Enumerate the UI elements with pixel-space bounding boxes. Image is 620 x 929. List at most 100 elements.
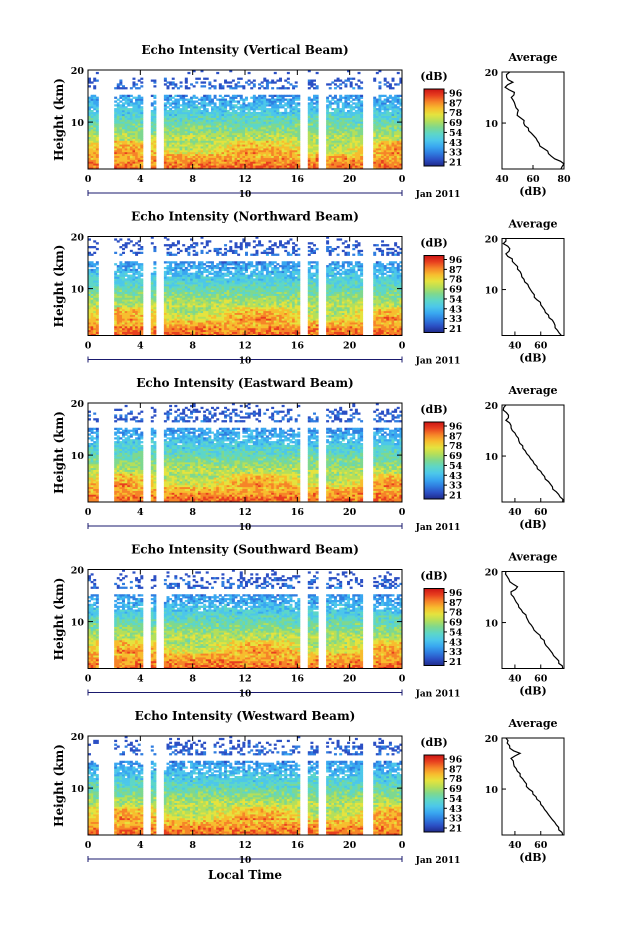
colorbar-tick-label: 21 [449, 491, 462, 502]
average-frame [501, 404, 565, 503]
x-axis-label: Local Time [208, 868, 282, 882]
avg-x-tick-label: 60 [534, 840, 548, 851]
x-tick-label: 8 [189, 174, 196, 185]
x-tick-label: 16 [291, 674, 305, 685]
x-tick-label: 16 [291, 840, 305, 851]
x-tick-label: 4 [137, 174, 144, 185]
average-profile-line [502, 404, 564, 503]
avg-x-tick-label: 60 [534, 507, 548, 518]
avg-x-tick-label: 40 [508, 507, 522, 518]
colorbar-tick-label: 54 [449, 128, 463, 139]
colorbar [423, 255, 445, 333]
colorbar-unit: (dB) [420, 403, 447, 416]
x-tick-label: 0 [85, 507, 92, 518]
x-tick-label: 16 [291, 341, 305, 352]
x-tick-label: 20 [343, 840, 357, 851]
colorbar-tick-label: 33 [449, 148, 462, 159]
colorbar-tick-label: 87 [449, 764, 462, 775]
average-frame [501, 71, 565, 170]
x-tick-label: 20 [343, 507, 357, 518]
colorbar-tick-label: 54 [449, 794, 463, 805]
avg-x-tick-label: 60 [534, 341, 548, 352]
y-axis-label: Height (km) [52, 744, 66, 827]
colorbar-tick-label: 21 [449, 657, 462, 668]
average-frame [501, 737, 565, 836]
colorbar-tick-label: 54 [449, 461, 463, 472]
x-tick-label: 4 [137, 341, 144, 352]
x-tick-label: 0 [85, 840, 92, 851]
colorbar-tick-label: 43 [449, 304, 462, 315]
average-x-label: (dB) [519, 685, 546, 698]
colorbar-tick-label: 69 [449, 118, 463, 129]
panel-title: Echo Intensity (Westward Beam) [135, 709, 356, 723]
colorbar-tick-label: 69 [449, 618, 463, 629]
x-tick-label: 4 [137, 674, 144, 685]
y-tick-label: 20 [71, 233, 85, 244]
x-tick-label: 8 [189, 341, 196, 352]
x-tick-label: 0 [85, 174, 92, 185]
date-day-label: 10 [239, 357, 252, 367]
x-tick-label: 12 [238, 174, 251, 185]
x-tick-label: 12 [238, 507, 251, 518]
x-tick-label: 20 [343, 174, 357, 185]
panel-title: Echo Intensity (Northward Beam) [131, 210, 359, 224]
average-profile-line [505, 737, 564, 836]
date-month-label: Jan 2011 [415, 856, 461, 866]
avg-x-tick-label: 40 [508, 840, 522, 851]
colorbar [423, 754, 445, 833]
avg-y-tick-label: 10 [485, 119, 499, 130]
x-tick-label: 16 [291, 507, 305, 518]
colorbar-tick-label: 43 [449, 471, 462, 482]
avg-y-tick-label: 10 [485, 452, 499, 463]
colorbar-tick-label: 69 [449, 451, 463, 462]
colorbar-tick-label: 54 [449, 627, 463, 638]
panels-group: Echo Intensity (Vertical Beam) 20 10 Height… [52, 43, 571, 866]
avg-x-tick-label: 40 [508, 341, 522, 352]
average-x-label: (dB) [519, 851, 546, 864]
colorbar-tick-label: 87 [449, 598, 462, 609]
average-title: Average [507, 551, 557, 564]
avg-x-tick-label: 60 [534, 674, 548, 685]
panel-title: Echo Intensity (Eastward Beam) [136, 376, 353, 390]
colorbar-tick-label: 21 [449, 158, 462, 169]
colorbar-tick-label: 78 [449, 108, 463, 119]
x-tick-label: 0 [85, 341, 92, 352]
y-tick-label: 20 [71, 399, 85, 410]
avg-y-tick-label: 10 [485, 619, 499, 630]
colorbar-tick-label: 43 [449, 804, 462, 815]
y-tick-label: 10 [71, 784, 85, 795]
panel-title: Echo Intensity (Vertical Beam) [141, 43, 348, 57]
colorbar-tick-label: 96 [449, 422, 463, 433]
panel-5: Echo Intensity (Westward Beam) 20 10 Height… [52, 709, 565, 866]
average-title: Average [507, 717, 557, 730]
panel-title: Echo Intensity (Southward Beam) [131, 543, 359, 557]
date-day-label: 10 [239, 690, 252, 700]
colorbar-tick-label: 87 [449, 431, 462, 442]
colorbar-unit: (dB) [420, 70, 447, 83]
x-tick-label: 0 [399, 341, 406, 352]
colorbar-tick-label: 21 [449, 324, 462, 335]
x-tick-label: 8 [189, 507, 196, 518]
date-month-label: Jan 2011 [415, 357, 461, 367]
panel-2: Echo Intensity (Northward Beam) 20 10 Heigh… [52, 210, 565, 367]
colorbar-tick-label: 78 [449, 441, 463, 452]
heatmap [88, 403, 403, 503]
x-tick-label: 16 [291, 174, 305, 185]
y-axis-label: Height (km) [52, 78, 66, 161]
y-tick-label: 20 [71, 732, 85, 743]
panel-1: Echo Intensity (Vertical Beam) 20 10 Height… [52, 43, 571, 200]
avg-y-tick-label: 20 [485, 235, 499, 246]
colorbar-tick-label: 87 [449, 265, 462, 276]
y-tick-label: 20 [71, 66, 85, 77]
colorbar [423, 421, 445, 500]
average-title: Average [507, 218, 557, 231]
x-tick-label: 0 [399, 840, 406, 851]
average-profile-line [504, 71, 565, 170]
average-frame [501, 238, 565, 336]
panel-3: Echo Intensity (Eastward Beam) 20 10 Height… [52, 376, 565, 533]
avg-y-tick-label: 10 [485, 286, 499, 297]
x-tick-label: 0 [399, 674, 406, 685]
average-x-label: (dB) [519, 185, 546, 198]
average-profile-line [504, 571, 564, 669]
y-tick-label: 10 [71, 618, 85, 629]
